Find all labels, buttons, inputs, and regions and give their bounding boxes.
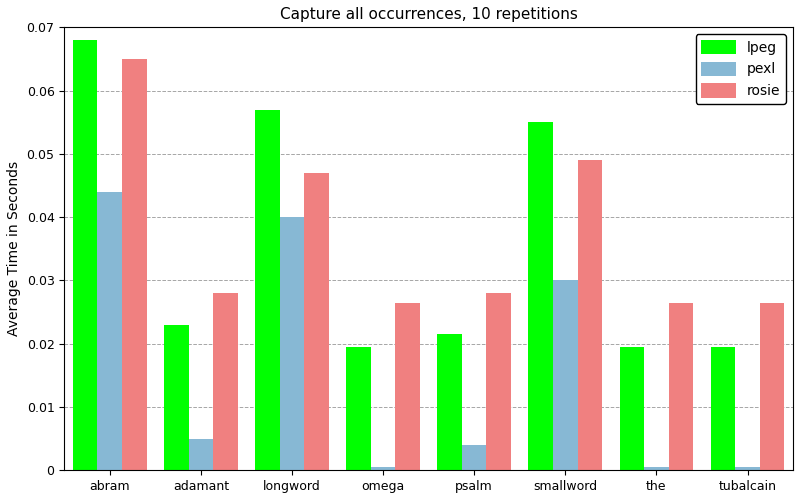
Bar bbox=[98, 192, 122, 470]
Bar bbox=[438, 334, 462, 470]
Bar bbox=[164, 325, 189, 470]
Bar bbox=[189, 438, 213, 470]
Bar bbox=[619, 347, 644, 470]
Bar bbox=[528, 122, 553, 470]
Bar bbox=[395, 302, 420, 470]
Bar bbox=[644, 467, 669, 470]
Bar bbox=[346, 347, 370, 470]
Legend: lpeg, pexl, rosie: lpeg, pexl, rosie bbox=[696, 34, 786, 103]
Bar bbox=[553, 280, 578, 470]
Bar bbox=[280, 217, 304, 470]
Y-axis label: Average Time in Seconds: Average Time in Seconds bbox=[7, 161, 21, 336]
Bar bbox=[578, 160, 602, 470]
Bar bbox=[462, 445, 486, 470]
Bar bbox=[669, 302, 694, 470]
Bar bbox=[735, 467, 760, 470]
Bar bbox=[213, 293, 238, 470]
Bar bbox=[73, 40, 98, 470]
Title: Capture all occurrences, 10 repetitions: Capture all occurrences, 10 repetitions bbox=[280, 7, 578, 22]
Bar bbox=[370, 467, 395, 470]
Bar bbox=[255, 110, 280, 470]
Bar bbox=[486, 293, 511, 470]
Bar bbox=[760, 302, 785, 470]
Bar bbox=[304, 173, 329, 470]
Bar bbox=[710, 347, 735, 470]
Bar bbox=[122, 59, 146, 470]
